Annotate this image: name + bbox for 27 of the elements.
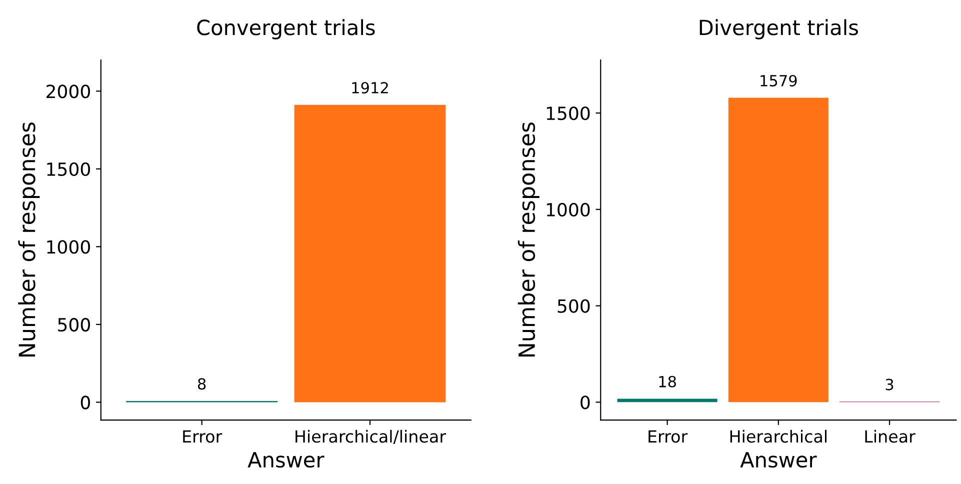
y-tick-label: 1000 [47,240,90,254]
y-axis-title: Number of responses [518,122,540,357]
y-tick-label: 1000 [546,202,590,217]
x-axis-title: Answer [248,452,324,468]
data-label: 18 [659,376,676,388]
y-tick-label: 1500 [546,106,590,120]
x-tick-label: Error [183,430,222,443]
x-tick-label: Hierarchical/linear [296,430,446,444]
chart-title: Convergent trials [197,19,375,40]
x-axis-title: Answer [740,452,817,468]
y-tick-label: 500 [58,318,90,332]
y-tick-label: 0 [80,396,90,410]
x-tick-label: Linear [865,430,916,443]
data-label: 1912 [352,82,388,94]
y-axis-title: Number of responses [18,122,40,357]
bar [728,98,828,402]
data-label: 1579 [760,74,797,87]
y-tick-label: 0 [580,396,590,410]
y-tick-label: 1500 [47,162,90,176]
data-label: 8 [198,378,206,390]
chart-title: Divergent trials [700,19,858,40]
y-tick-label: 500 [558,299,590,313]
y-tick-label: 2000 [46,84,90,98]
data-label: 3 [886,378,894,390]
bar [617,398,718,402]
x-tick-label: Error [648,430,688,443]
x-tick-label: Hierarchical [730,430,827,443]
